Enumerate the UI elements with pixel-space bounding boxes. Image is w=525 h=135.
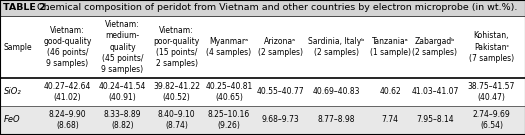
Text: 40.55–40.77: 40.55–40.77 — [256, 87, 304, 97]
Text: 9.68–9.73: 9.68–9.73 — [261, 116, 299, 124]
Text: SiO₂: SiO₂ — [4, 87, 22, 97]
Text: Vietnam:
poor-quality
(15 points/
2 samples): Vietnam: poor-quality (15 points/ 2 samp… — [153, 26, 200, 68]
Bar — [0, 16, 525, 78]
Text: 40.62: 40.62 — [379, 87, 401, 97]
Text: 2.74–9.69
(6.54): 2.74–9.69 (6.54) — [472, 110, 510, 130]
Text: 8.40–9.10
(8.74): 8.40–9.10 (8.74) — [158, 110, 195, 130]
Text: Tanzaniaᵃ
(1 sample): Tanzaniaᵃ (1 sample) — [370, 37, 411, 57]
Text: 40.25–40.81
(40.65): 40.25–40.81 (40.65) — [205, 82, 253, 102]
Text: Chemical composition of peridot from Vietnam and other countries by electron mic: Chemical composition of peridot from Vie… — [34, 4, 517, 13]
Text: 7.74: 7.74 — [382, 116, 398, 124]
Text: 41.03–41.07: 41.03–41.07 — [411, 87, 459, 97]
Text: 40.24–41.54
(40.91): 40.24–41.54 (40.91) — [99, 82, 146, 102]
Text: Arizonaᵃ
(2 samples): Arizonaᵃ (2 samples) — [257, 37, 302, 57]
Bar — [0, 0, 525, 16]
Text: 40.69–40.83: 40.69–40.83 — [313, 87, 360, 97]
Text: Zabargadᵇ
(2 samples): Zabargadᵇ (2 samples) — [413, 37, 457, 57]
Text: 8.24–9.90
(8.68): 8.24–9.90 (8.68) — [49, 110, 86, 130]
Text: 40.27–42.64
(41.02): 40.27–42.64 (41.02) — [44, 82, 91, 102]
Text: 8.25–10.16
(9.26): 8.25–10.16 (9.26) — [208, 110, 250, 130]
Text: Vietnam:
medium-
quality
(45 points/
9 samples): Vietnam: medium- quality (45 points/ 9 s… — [101, 20, 143, 74]
Text: FeO: FeO — [4, 116, 20, 124]
Text: 7.95–8.14: 7.95–8.14 — [416, 116, 454, 124]
Text: 39.82–41.22
(40.52): 39.82–41.22 (40.52) — [153, 82, 200, 102]
Text: 8.77–8.98: 8.77–8.98 — [318, 116, 355, 124]
Bar — [0, 106, 525, 134]
Text: Kohistan,
Pakistanᶜ
(7 samples): Kohistan, Pakistanᶜ (7 samples) — [469, 31, 514, 63]
Text: Sample: Sample — [4, 43, 33, 51]
Text: Sardinia, Italyᵇ
(2 samples): Sardinia, Italyᵇ (2 samples) — [308, 37, 365, 57]
Text: Myanmarᵃ
(4 samples): Myanmarᵃ (4 samples) — [206, 37, 251, 57]
Text: 38.75–41.57
(40.47): 38.75–41.57 (40.47) — [468, 82, 515, 102]
Bar — [0, 78, 525, 106]
Text: 8.33–8.89
(8.82): 8.33–8.89 (8.82) — [104, 110, 141, 130]
Text: Vietnam:
good-quality
(46 points/
9 samples): Vietnam: good-quality (46 points/ 9 samp… — [43, 26, 92, 68]
Text: TABLE 2.: TABLE 2. — [3, 4, 49, 13]
